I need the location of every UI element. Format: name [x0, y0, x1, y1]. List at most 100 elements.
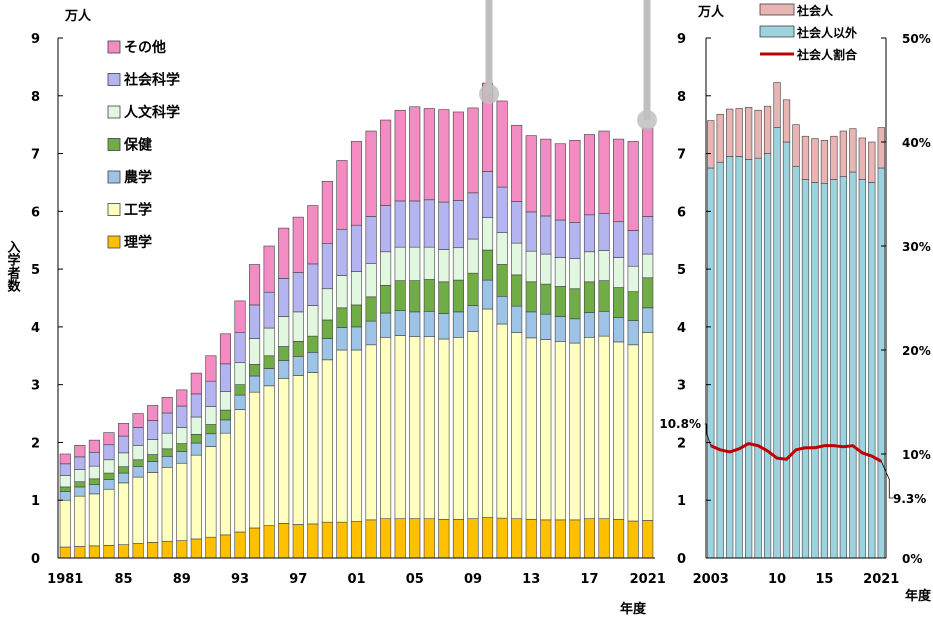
- bar-1992-series-4: [219, 391, 231, 411]
- bar-2008-series-3: [452, 279, 464, 313]
- left-x-tick-label: 09: [464, 572, 482, 587]
- bar-2015-series-6: [554, 143, 566, 221]
- bar-2011-series-0: [496, 517, 508, 559]
- bar-2000-series-3: [336, 307, 348, 328]
- right-stacked-bar-chart: 万人 0 1 2 3 4 5 6 7 8 9 0% 10% 20% 30% 40% 50% 2003 10 15…: [659, 3, 932, 604]
- bar-2009-series-3: [467, 272, 479, 306]
- bar-2008-series-6: [452, 111, 464, 201]
- right-y2-tick-label: 0%: [902, 552, 922, 566]
- bar-1986-series-2: [132, 466, 144, 478]
- bar-2000-series-2: [336, 327, 348, 351]
- bar-2004-series-2: [394, 310, 406, 336]
- left-legend-label: 工学: [124, 202, 152, 219]
- bar-2015-series-2: [554, 316, 566, 342]
- left-legend-label: 農学: [124, 169, 152, 186]
- left-legend-label: 保健: [123, 137, 152, 154]
- left-y-tick-label: 4: [31, 321, 40, 336]
- right-legend-label: 社会人: [796, 3, 834, 18]
- bar-1985-series-6: [117, 423, 130, 437]
- bar-1989-series-2: [176, 451, 188, 464]
- bar-2008-series-2: [452, 311, 464, 338]
- bar-1993-series-3: [234, 384, 246, 396]
- bar-2021-series-6: [642, 127, 654, 217]
- bar-1999-series-2: [321, 338, 333, 361]
- bar-2002-series-6: [365, 130, 377, 217]
- bar-2014-series-6: [540, 138, 552, 217]
- bar-2005-series-5: [409, 200, 421, 248]
- bar-2011-series-5: [496, 186, 508, 234]
- bar-1981-series-2: [59, 491, 71, 501]
- right-y-tick-label: 7: [677, 148, 686, 163]
- right-y2-tick-label: 10%: [902, 448, 931, 462]
- bar-1998-series-1: [307, 372, 319, 525]
- bar-2011-series-6: [496, 100, 508, 188]
- bar-2014-series-1: [540, 339, 552, 521]
- bar-1991-series-2: [205, 433, 217, 447]
- bar-1986-series-0: [132, 543, 144, 559]
- bar-2002-series-2: [365, 320, 377, 346]
- right-y-tick-label: 4: [677, 321, 686, 336]
- bar-2009-series-4: [467, 238, 479, 274]
- left-legend-label: その他: [124, 39, 166, 56]
- bar-2014-series-4: [540, 253, 552, 285]
- bar-2008-series-4: [452, 247, 464, 281]
- bar-1987-series-2: [147, 461, 159, 473]
- left-x-axis-title: 年度: [620, 601, 647, 617]
- left-x-tick-label: 17: [580, 572, 598, 587]
- bar-2004-series-5: [394, 200, 406, 248]
- bar-2004-series-0: [716, 161, 724, 559]
- bar-2003-series-2: [380, 312, 392, 338]
- bar-2006-series-6: [423, 108, 435, 201]
- bar-2007-series-1: [745, 107, 753, 160]
- right-y-tick-label: 6: [677, 205, 686, 220]
- bar-1991-series-5: [205, 380, 217, 407]
- left-legend-swatch: [107, 105, 121, 119]
- bar-2014-series-0: [540, 519, 552, 559]
- bar-1990-series-2: [190, 442, 202, 456]
- bar-2001-series-3: [350, 304, 363, 328]
- bar-2014-series-5: [540, 215, 552, 255]
- bar-1983-series-2: [88, 484, 100, 495]
- bar-1994-series-1: [249, 391, 261, 529]
- bar-1989-series-6: [176, 389, 188, 407]
- bar-1987-series-1: [147, 472, 159, 543]
- bar-2019-series-3: [613, 287, 625, 318]
- bar-2009-series-2: [467, 305, 479, 332]
- bar-1997-series-2: [292, 356, 304, 376]
- bar-2020-series-0: [627, 520, 639, 559]
- bar-2016-series-1: [569, 342, 581, 521]
- bar-2006-series-5: [423, 199, 435, 248]
- bar-2019-series-0: [858, 179, 866, 559]
- annotation-leader-end: [880, 461, 894, 499]
- bar-1992-series-2: [219, 419, 231, 434]
- bar-2015-series-1: [820, 139, 829, 184]
- bar-1981-series-5: [59, 463, 71, 476]
- bar-2018-series-3: [598, 280, 610, 312]
- bar-2020-series-5: [627, 230, 639, 267]
- left-x-tick-label: 2021: [630, 572, 666, 587]
- bar-2006-series-0: [423, 518, 435, 559]
- bar-2013-series-0: [525, 518, 537, 559]
- right-y-tick-label: 0: [677, 552, 686, 567]
- bar-1990-series-0: [190, 538, 202, 559]
- bar-2020-series-1: [627, 344, 639, 522]
- bar-2020-series-6: [627, 141, 639, 231]
- bar-1983-series-6: [88, 439, 100, 453]
- bar-2005-series-1: [726, 108, 734, 157]
- bar-2011-series-0: [782, 141, 791, 559]
- bar-1986-series-5: [132, 427, 144, 446]
- annotation-end-label: 9.3%: [893, 492, 926, 506]
- bar-2012-series-0: [792, 165, 800, 559]
- bar-1996-series-4: [278, 316, 290, 347]
- left-x-tick-label: 85: [114, 572, 132, 587]
- bar-1984-series-0: [103, 544, 115, 559]
- bar-2017-series-0: [583, 518, 596, 559]
- bar-1998-series-0: [307, 523, 319, 559]
- bar-2003-series-1: [380, 336, 392, 520]
- left-y-tick-label: 1: [31, 494, 40, 509]
- bar-2004-series-4: [394, 246, 406, 281]
- bar-1985-series-4: [117, 452, 130, 468]
